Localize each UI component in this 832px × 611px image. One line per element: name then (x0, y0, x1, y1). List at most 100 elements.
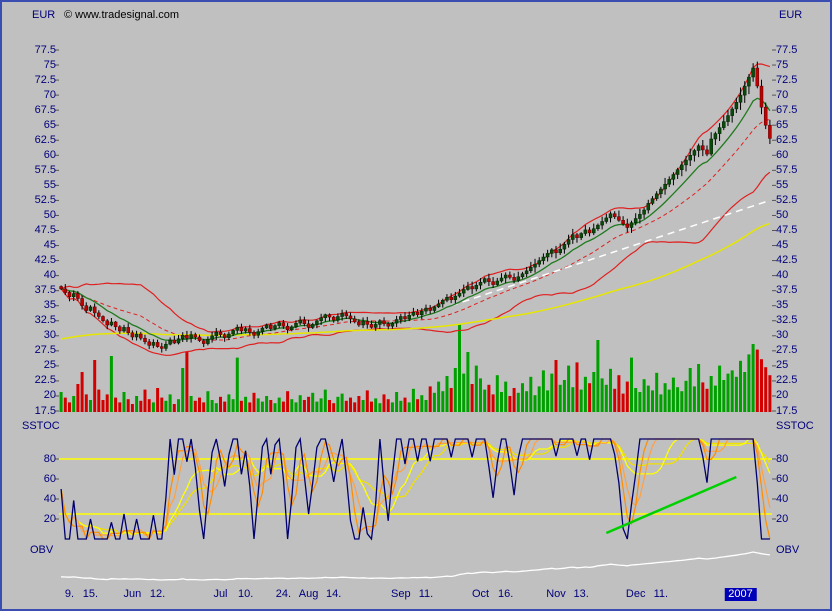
volume-bar (638, 392, 642, 412)
candle-body (432, 306, 437, 311)
candle-body (550, 249, 554, 254)
price-tick-label: 20 (43, 389, 56, 402)
volume-bar (89, 400, 92, 412)
sstoc-tick-label: 20 (43, 512, 56, 525)
candle-body (688, 155, 692, 161)
candle-body (592, 228, 596, 234)
candle-body (537, 260, 541, 265)
volume-bar (671, 377, 675, 412)
price-tick-label: 37.5 (776, 284, 798, 297)
candle-body (600, 221, 604, 226)
candle-body (680, 164, 684, 170)
volume-bar (734, 376, 738, 412)
volume-bar (76, 384, 80, 412)
volume-bar (386, 399, 390, 412)
candle-body (482, 278, 487, 283)
candle-body (235, 327, 240, 331)
candle-body (134, 333, 139, 338)
candle-body (512, 277, 516, 281)
volume-bar (755, 349, 759, 412)
price-tick-label: 65 (776, 118, 789, 131)
volume-bar (181, 368, 185, 412)
price-tick-label: 50 (776, 208, 789, 221)
candle-body (503, 274, 508, 279)
volume-bar (332, 403, 336, 412)
sstoc-d-line (60, 437, 771, 541)
price-tick-label: 57.5 (776, 163, 798, 176)
candle-body (516, 276, 521, 281)
volume-bar (474, 365, 478, 412)
volume-bar (718, 365, 722, 412)
candle-body (696, 145, 701, 151)
volume-bar (349, 397, 352, 412)
candle-body (667, 179, 671, 185)
price-tick-label: 57.5 (34, 163, 56, 176)
candle-body (726, 115, 730, 122)
volume-bar (751, 344, 755, 412)
candle-body (621, 220, 625, 225)
candle-body (382, 320, 386, 325)
candle-body (701, 145, 705, 151)
price-tick-label: 32.5 (776, 314, 798, 327)
candle-body (457, 292, 462, 297)
candle-body (252, 331, 256, 336)
candle-body (151, 342, 156, 346)
volume-bar (160, 397, 164, 412)
volume-bar (642, 379, 646, 412)
candle-body (193, 334, 198, 338)
candle-body (449, 297, 453, 300)
candle-body (566, 239, 571, 245)
candle-body (642, 209, 646, 215)
volume-bar (139, 400, 143, 412)
candle-body (763, 106, 768, 126)
candle-body (424, 307, 428, 312)
candle-body (730, 108, 734, 116)
sstoc-tick-label: 80 (776, 452, 789, 465)
candle-body (256, 331, 260, 336)
volume-bar (198, 397, 201, 412)
volume-bar (177, 399, 180, 412)
x-axis-label: Jun (123, 588, 142, 600)
volume-bar (487, 384, 491, 412)
candle-body (692, 150, 697, 156)
volume-bar (122, 392, 126, 412)
price-trendline (450, 199, 771, 307)
price-tick-label: 50 (43, 208, 56, 221)
volume-bar (613, 388, 617, 412)
volume-bar (692, 386, 696, 412)
price-tick-label: 42.5 (776, 254, 798, 267)
volume-bar (210, 400, 214, 412)
candle-body (562, 244, 567, 250)
obv-line (61, 551, 770, 581)
volume-bar (453, 368, 457, 412)
volume-bar (630, 357, 633, 412)
candle-body (520, 273, 525, 278)
candle-body (587, 229, 592, 234)
candle-body (71, 293, 76, 297)
sstoc-tick-label: 60 (43, 472, 56, 485)
x-axis-label: Dec (625, 588, 646, 600)
sstoc-k-line (60, 436, 770, 541)
volume-bar (239, 400, 243, 412)
volume-bar (378, 403, 382, 412)
obv-label-right: OBV (776, 544, 800, 556)
sstoc-tick-label: 20 (776, 512, 789, 525)
volume-bar (105, 394, 109, 412)
candle-body (277, 322, 281, 326)
candle-body (340, 313, 344, 317)
volume-bar (424, 400, 428, 412)
candle-body (751, 67, 755, 78)
volume-bar (525, 391, 529, 412)
x-axis-label: 11. (653, 588, 669, 600)
candle-body (139, 333, 143, 339)
candle-body (302, 319, 307, 324)
volume-bar (344, 400, 348, 412)
x-axis-label: Jul (213, 588, 228, 600)
candle-body (164, 343, 168, 349)
volume-bar (483, 389, 487, 412)
candle-body (487, 278, 491, 282)
volume-bar (458, 324, 461, 412)
volume-bar (571, 387, 575, 412)
volume-bar (521, 383, 524, 412)
